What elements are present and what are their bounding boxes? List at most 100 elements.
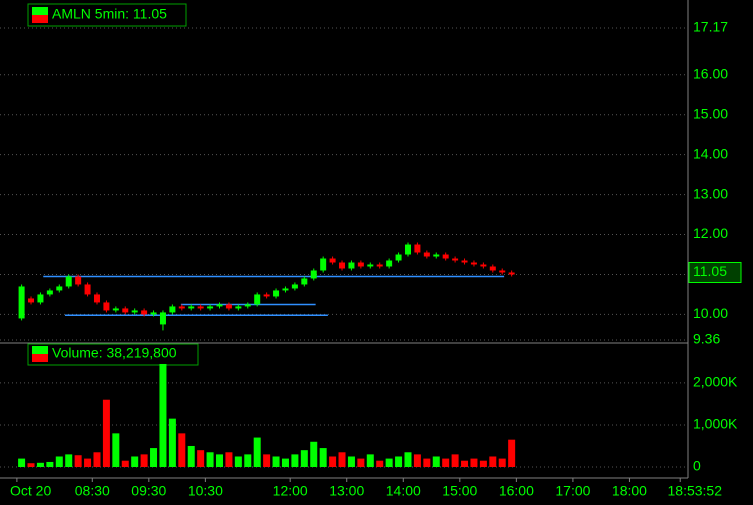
volume-bar: [423, 458, 431, 467]
y-tick-label: 10.00: [693, 305, 728, 321]
legend-swatch-up: [32, 7, 48, 15]
volume-bar: [187, 445, 195, 467]
x-tick-label: 17:00: [555, 483, 590, 499]
candle-body: [216, 304, 223, 307]
volume-bar: [347, 456, 355, 467]
volume-bar: [479, 460, 487, 467]
candle-body: [433, 254, 440, 257]
candle-body: [480, 264, 487, 267]
volume-bar: [461, 460, 469, 467]
candle-body: [291, 284, 298, 289]
candle-body: [254, 294, 261, 305]
volume-bar: [140, 454, 148, 467]
candle-body: [470, 262, 477, 265]
volume-bar: [376, 460, 384, 467]
volume-bar: [272, 456, 280, 467]
volume-bar: [159, 363, 167, 467]
candle-body: [169, 306, 176, 313]
y-tick-label: 0: [693, 458, 701, 474]
volume-bar: [366, 454, 374, 467]
legend-swatch-up: [32, 346, 48, 354]
x-tick-label: 15:00: [442, 483, 477, 499]
candle-body: [84, 284, 91, 295]
candle-body: [28, 298, 35, 303]
volume-bar: [442, 458, 450, 467]
volume-bar: [178, 433, 186, 467]
y-tick-label: 9.36: [693, 331, 720, 347]
volume-bar: [225, 452, 233, 467]
volume-bar: [281, 458, 289, 467]
candle-body: [56, 286, 63, 291]
candle-body: [273, 290, 280, 297]
volume-bar: [112, 433, 120, 467]
volume-bar: [432, 456, 440, 467]
volume-bar: [413, 454, 421, 467]
candle-body: [489, 266, 496, 271]
candle-body: [188, 306, 195, 309]
candle-body: [65, 276, 72, 287]
volume-bar: [489, 456, 497, 467]
candle-body: [339, 262, 346, 269]
x-tick-label: 13:00: [329, 483, 364, 499]
x-tick-label: 14:00: [386, 483, 421, 499]
last-price-label: 11.05: [693, 263, 727, 279]
volume-bar: [357, 458, 365, 467]
volume-bar: [244, 454, 252, 467]
volume-bar: [310, 441, 318, 467]
candle-body: [404, 244, 411, 255]
legend-swatch-down: [32, 15, 48, 23]
volume-bar: [385, 458, 393, 467]
candle-body: [508, 272, 515, 275]
candle-body: [329, 258, 336, 263]
volume-bar: [131, 456, 139, 467]
volume-bar: [395, 456, 403, 467]
candle-body: [122, 308, 129, 313]
candle-body: [150, 312, 157, 315]
volume-title-box: [27, 343, 199, 366]
x-tick-label: 09:30: [131, 483, 166, 499]
volume-bar: [121, 460, 129, 467]
volume-bar: [150, 448, 158, 467]
volume-bar: [451, 454, 459, 467]
x-tick-label: 18:00: [612, 483, 647, 499]
candle-body: [452, 258, 459, 261]
volume-bar: [36, 462, 44, 467]
x-tick-label: 12:00: [273, 483, 308, 499]
y-tick-label: 17.17: [693, 19, 728, 35]
candle-body: [159, 312, 166, 325]
x-tick-label: 08:30: [75, 483, 110, 499]
x-tick-label: Oct 20: [10, 483, 51, 499]
legend-swatch-down: [32, 354, 48, 362]
volume-bar: [404, 452, 412, 467]
volume-bar: [300, 450, 308, 467]
candle-body: [499, 270, 506, 273]
candle-body: [244, 304, 251, 307]
candle-body: [75, 276, 82, 285]
candle-body: [197, 306, 204, 309]
candle-body: [301, 278, 308, 285]
volume-bar: [65, 454, 73, 467]
candle-body: [225, 304, 232, 309]
candle-body: [461, 260, 468, 263]
last-price-box: [688, 261, 742, 283]
volume-bar: [55, 456, 63, 467]
candle-body: [282, 288, 289, 291]
candle-body: [357, 262, 364, 267]
candle-body: [376, 264, 383, 267]
volume-bar: [329, 456, 337, 467]
volume-bar: [234, 456, 242, 467]
volume-bar: [253, 437, 261, 467]
candle-body: [103, 302, 110, 311]
y-tick-label: 2,000K: [693, 374, 738, 390]
volume-bar: [338, 452, 346, 467]
volume-bar: [46, 461, 54, 467]
volume-bar: [27, 463, 35, 467]
candle-body: [112, 308, 119, 311]
y-tick-label: 12.00: [693, 225, 728, 241]
volume-bar: [470, 458, 478, 467]
volume-bar: [319, 448, 327, 467]
y-tick-label: 13.00: [693, 185, 728, 201]
candle-body: [367, 264, 374, 267]
volume-bar: [84, 458, 92, 467]
